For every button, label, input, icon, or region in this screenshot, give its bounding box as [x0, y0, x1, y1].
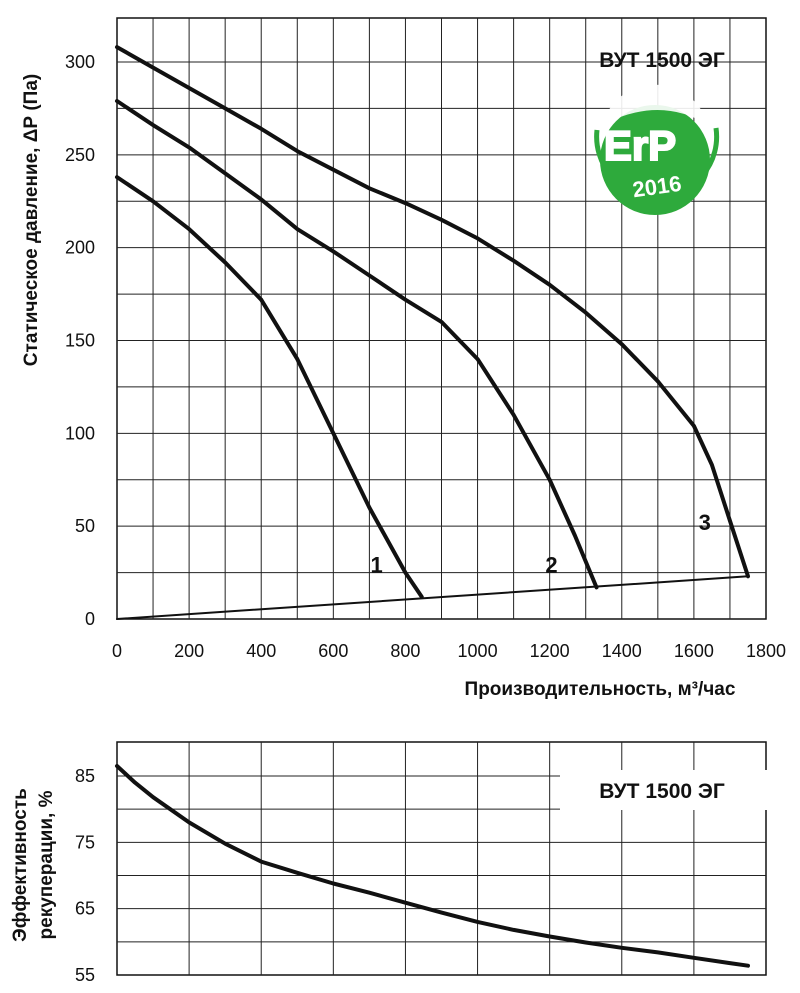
pressure-chart: 0 200 400 600 800 1000 1200 1400 1600 1800 050100…: [21, 17, 786, 700]
curve-label-3: 3: [699, 510, 711, 535]
pressure-y-ticks: 0 50 100 150 200 250 300: [65, 52, 95, 629]
pressure-y-tick-label: 250: [65, 145, 95, 165]
pressure-x-tick-label: 200: [174, 641, 204, 661]
efficiency-y-tick-label: 85: [75, 766, 95, 786]
pressure-series: [115, 45, 750, 620]
badge-erp-text: ErP: [604, 122, 676, 169]
pressure-x-tick-label: 600: [318, 641, 348, 661]
efficiency-title-backdrop: [560, 770, 770, 810]
pressure-x-tick-label: 1400: [602, 641, 642, 661]
efficiency-y-axis-title-line2: рекуперации, %: [36, 790, 57, 939]
efficiency-y-tick-label: 65: [75, 899, 95, 919]
pressure-curve-2: [115, 99, 599, 590]
efficiency-y-ticks: 55 65 75 85: [75, 766, 95, 985]
efficiency-y-axis-title-line1: Эффективность: [10, 788, 31, 942]
system-resistance-line: [116, 575, 749, 620]
efficiency-chart: 55 65 75 85 ВУТ 1500 ЭГ Эффективность рекуп…: [10, 741, 770, 985]
efficiency-plot-frame: [116, 741, 767, 976]
pressure-y-axis-title: Статическое давление, ΔР (Па): [21, 74, 42, 366]
pressure-x-tick-label: 400: [246, 641, 276, 661]
pressure-y-tick-label: 150: [65, 331, 95, 351]
erp-2016-badge: ErP 2016: [594, 84, 720, 215]
pressure-x-ticks: 0 200 400 600 800 1000 1200 1400 1600 1800: [112, 641, 786, 661]
efficiency-y-tick-label: 55: [75, 965, 95, 985]
pressure-x-tick-label: 1000: [458, 641, 498, 661]
pressure-x-tick-label: 800: [390, 641, 420, 661]
pressure-x-tick-label: 1200: [530, 641, 570, 661]
curve-label-1: 1: [370, 553, 382, 578]
badge-highlight: [602, 84, 708, 125]
pressure-y-tick-label: 0: [85, 609, 95, 629]
pressure-y-tick-label: 100: [65, 423, 95, 443]
pressure-x-axis-title: Производительность, м³/час: [465, 679, 736, 700]
pressure-x-tick-label: 0: [112, 641, 122, 661]
pressure-grid: [116, 17, 767, 620]
efficiency-series: [115, 764, 750, 968]
efficiency-y-tick-label: 75: [75, 832, 95, 852]
pressure-y-tick-label: 300: [65, 52, 95, 72]
pressure-y-tick-label: 200: [65, 238, 95, 258]
pressure-curve-labels: 1 2 3: [370, 510, 710, 578]
pressure-x-tick-label: 1600: [674, 641, 714, 661]
pressure-x-tick-label: 1800: [746, 641, 786, 661]
efficiency-chart-title: ВУТ 1500 ЭГ: [599, 780, 725, 803]
curve-label-2: 2: [545, 553, 557, 578]
efficiency-curve: [115, 764, 750, 968]
pressure-curve-1: [115, 175, 424, 599]
pressure-y-tick-label: 50: [75, 516, 95, 536]
pressure-curve-3: [115, 45, 750, 579]
badge-disc: [600, 105, 710, 215]
pressure-chart-title: ВУТ 1500 ЭГ: [599, 49, 725, 72]
